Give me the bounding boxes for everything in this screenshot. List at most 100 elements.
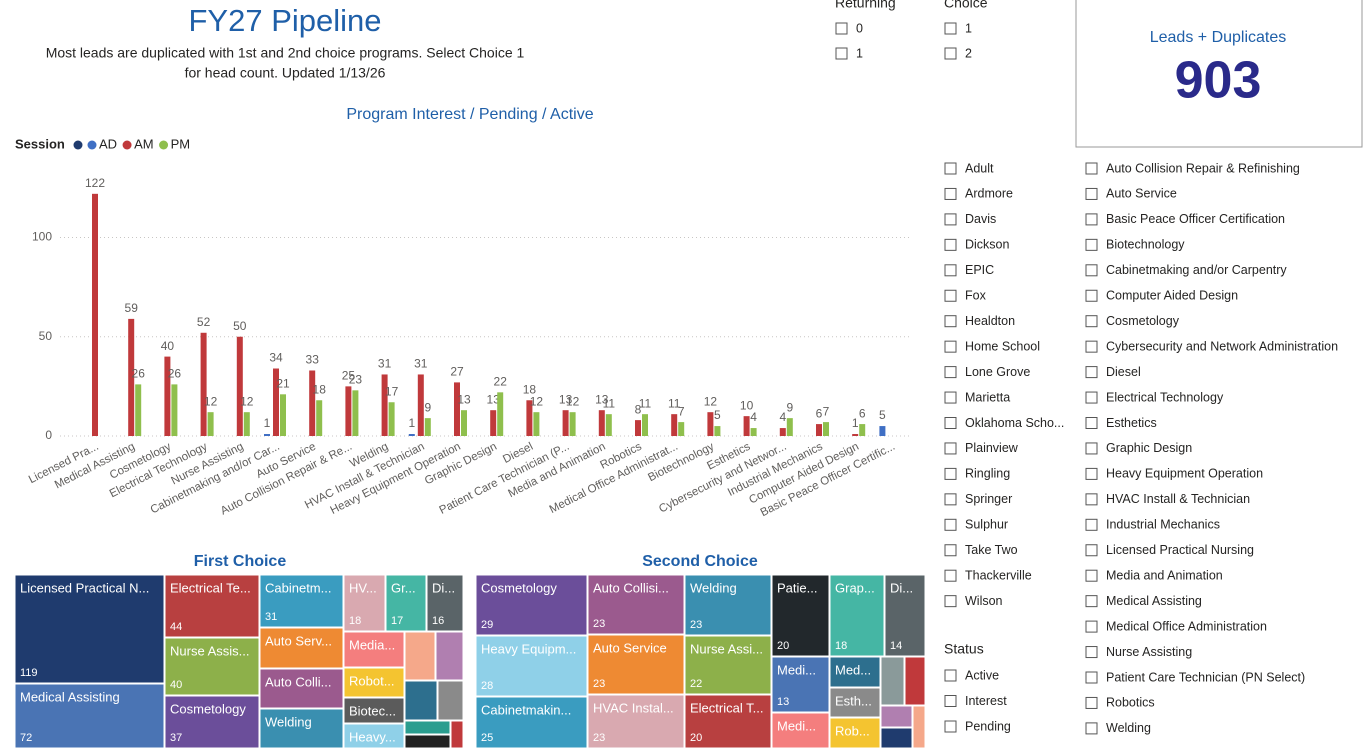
- slicer-option[interactable]: Active: [965, 668, 999, 682]
- checkbox[interactable]: [1085, 391, 1098, 404]
- tile-label: Cabinetmakin...: [481, 702, 571, 717]
- slicer-option[interactable]: Pending: [965, 719, 1011, 733]
- checkbox[interactable]: [1085, 569, 1098, 582]
- slicer-option[interactable]: Springer: [965, 492, 1012, 506]
- slicer-option[interactable]: 1: [965, 21, 972, 35]
- slicer-option[interactable]: Sulphur: [965, 518, 1008, 532]
- checkbox[interactable]: [944, 544, 957, 557]
- checkbox[interactable]: [944, 47, 957, 60]
- slicer-option[interactable]: Cabinetmaking and/or Carpentry: [1106, 263, 1287, 277]
- slicer-option[interactable]: Marietta: [965, 390, 1010, 404]
- slicer-option[interactable]: HVAC Install & Technician: [1106, 492, 1250, 506]
- checkbox[interactable]: [1085, 646, 1098, 659]
- checkbox[interactable]: [1085, 213, 1098, 226]
- slicer-option[interactable]: Graphic Design: [1106, 441, 1192, 455]
- checkbox[interactable]: [944, 569, 957, 582]
- checkbox[interactable]: [944, 442, 957, 455]
- checkbox[interactable]: [944, 518, 957, 531]
- slicer-option[interactable]: Auto Collision Repair & Refinishing: [1106, 161, 1300, 175]
- slicer-option[interactable]: Medical Office Administration: [1106, 619, 1267, 633]
- slicer-option[interactable]: Cosmetology: [1106, 314, 1180, 328]
- checkbox[interactable]: [1085, 162, 1098, 175]
- checkbox[interactable]: [1085, 722, 1098, 735]
- checkbox[interactable]: [944, 289, 957, 302]
- checkbox[interactable]: [944, 493, 957, 506]
- slicer-option[interactable]: Home School: [965, 339, 1040, 353]
- checkbox[interactable]: [944, 22, 957, 35]
- checkbox[interactable]: [1085, 417, 1098, 429]
- checkbox[interactable]: [1085, 442, 1098, 455]
- checkbox[interactable]: [1085, 696, 1098, 709]
- slicer-option[interactable]: Esthetics: [1106, 416, 1157, 430]
- slicer-option[interactable]: Computer Aided Design: [1106, 289, 1238, 303]
- slicer-option[interactable]: Biotechnology: [1106, 238, 1185, 252]
- data-label: 7: [678, 404, 685, 418]
- checkbox[interactable]: [944, 467, 957, 480]
- slicer-option[interactable]: Interest: [965, 694, 1007, 708]
- checkbox[interactable]: [1085, 671, 1098, 684]
- slicer-option[interactable]: Fox: [965, 289, 987, 303]
- checkbox[interactable]: [1085, 238, 1098, 251]
- slicer-option[interactable]: Wilson: [965, 594, 1003, 608]
- checkbox[interactable]: [1085, 518, 1098, 531]
- checkbox[interactable]: [1085, 187, 1098, 200]
- slicer-option[interactable]: Lone Grove: [965, 365, 1030, 379]
- slicer-option[interactable]: Auto Service: [1106, 187, 1177, 201]
- slicer-option[interactable]: Electrical Technology: [1106, 390, 1224, 404]
- checkbox[interactable]: [944, 213, 957, 226]
- checkbox[interactable]: [944, 391, 957, 404]
- checkbox[interactable]: [835, 47, 848, 60]
- checkbox[interactable]: [1085, 595, 1098, 608]
- slicer-option[interactable]: Medical Assisting: [1106, 594, 1202, 608]
- slicer-option[interactable]: Dickson: [965, 238, 1010, 252]
- slicer-option[interactable]: Thackerville: [965, 568, 1032, 582]
- checkbox[interactable]: [944, 595, 957, 608]
- checkbox[interactable]: [944, 720, 957, 733]
- checkbox[interactable]: [1085, 467, 1098, 480]
- slicer-option[interactable]: Patient Care Technician (PN Select): [1106, 670, 1305, 684]
- slicer-option[interactable]: EPIC: [965, 263, 994, 277]
- slicer-option[interactable]: Robotics: [1106, 696, 1155, 710]
- slicer-option[interactable]: Diesel: [1106, 365, 1141, 379]
- slicer-option[interactable]: 0: [856, 21, 863, 35]
- checkbox[interactable]: [1085, 289, 1098, 302]
- checkbox[interactable]: [1085, 620, 1098, 633]
- slicer-option[interactable]: Davis: [965, 212, 996, 226]
- slicer-option[interactable]: Basic Peace Officer Certification: [1106, 212, 1285, 226]
- checkbox[interactable]: [944, 238, 957, 251]
- checkbox[interactable]: [944, 315, 957, 328]
- checkbox[interactable]: [944, 187, 957, 200]
- slicer-option[interactable]: Licensed Practical Nursing: [1106, 543, 1254, 557]
- slicer-option[interactable]: Ardmore: [965, 187, 1013, 201]
- checkbox[interactable]: [1085, 544, 1098, 557]
- checkbox[interactable]: [944, 162, 957, 175]
- slicer-option[interactable]: Take Two: [965, 543, 1018, 557]
- slicer-option[interactable]: Oklahoma Scho...: [965, 416, 1064, 430]
- slicer-option[interactable]: Healdton: [965, 314, 1015, 328]
- checkbox[interactable]: [1085, 366, 1098, 379]
- checkbox[interactable]: [944, 366, 957, 379]
- treemap-title: Second Choice: [642, 553, 758, 570]
- checkbox[interactable]: [1085, 264, 1098, 277]
- slicer-option[interactable]: Welding: [1106, 721, 1151, 735]
- checkbox[interactable]: [1085, 315, 1098, 328]
- slicer-option[interactable]: 2: [965, 46, 972, 60]
- checkbox[interactable]: [944, 417, 957, 429]
- slicer-option[interactable]: Industrial Mechanics: [1106, 518, 1220, 532]
- checkbox[interactable]: [1085, 493, 1098, 506]
- checkbox[interactable]: [944, 340, 957, 353]
- checkbox[interactable]: [944, 669, 957, 682]
- checkbox[interactable]: [1085, 340, 1098, 353]
- slicer-option[interactable]: Heavy Equipment Operation: [1106, 467, 1263, 481]
- slicer-option[interactable]: Nurse Assisting: [1106, 645, 1192, 659]
- checkbox[interactable]: [944, 695, 957, 707]
- slicer-option[interactable]: Media and Animation: [1106, 568, 1223, 582]
- slicer-option[interactable]: Cybersecurity and Network Administration: [1106, 339, 1338, 353]
- data-label: 52: [197, 315, 211, 329]
- slicer-option[interactable]: 1: [856, 46, 863, 60]
- checkbox[interactable]: [835, 22, 848, 35]
- slicer-option[interactable]: Ringling: [965, 467, 1010, 481]
- slicer-option[interactable]: Plainview: [965, 441, 1019, 455]
- slicer-option[interactable]: Adult: [965, 161, 994, 175]
- checkbox[interactable]: [944, 264, 957, 277]
